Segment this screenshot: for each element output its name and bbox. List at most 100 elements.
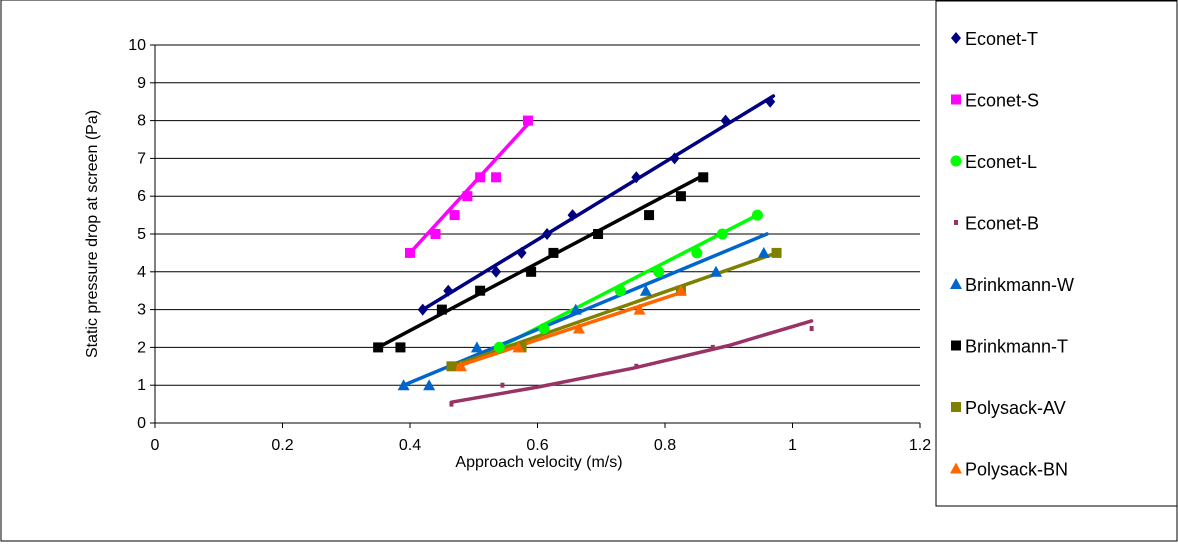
x-tick-label: 1.2 — [909, 437, 931, 454]
point-brinkmann-w — [757, 246, 770, 258]
point-brinkmann-w — [470, 341, 483, 353]
point-brinkmann-t — [436, 304, 447, 315]
y-tick-label: 6 — [137, 188, 146, 205]
point-brinkmann-t — [593, 229, 604, 239]
legend-marker-brinkmann-t — [951, 340, 961, 351]
point-brinkmann-t — [548, 247, 559, 258]
y-tick-label: 2 — [137, 339, 146, 356]
point-brinkmann-t — [373, 342, 384, 353]
point-brinkmann-w — [710, 265, 722, 277]
point-econet-l — [653, 266, 665, 278]
point-econet-s — [475, 172, 486, 183]
point-econet-b — [710, 344, 715, 350]
point-econet-l — [538, 323, 550, 334]
point-econet-l — [751, 209, 763, 221]
point-econet-l — [493, 341, 505, 353]
y-tick-label: 4 — [137, 264, 146, 281]
point-econet-s — [522, 115, 533, 126]
legend-label-brinkmann-w: Brinkmann-W — [965, 275, 1074, 295]
point-econet-s — [449, 210, 460, 221]
trendline-econet-b — [449, 319, 814, 404]
legend-marker-econet-t — [951, 32, 961, 44]
data-points — [373, 95, 814, 407]
x-tick-label: 0.2 — [271, 437, 293, 454]
point-econet-t — [417, 303, 428, 316]
legend-label-econet-b: Econet-B — [965, 214, 1039, 234]
y-tick-label: 7 — [137, 150, 146, 167]
y-tick-label: 5 — [137, 226, 146, 243]
point-polysack-av — [446, 361, 457, 372]
axes — [150, 44, 921, 428]
point-econet-t — [631, 171, 642, 184]
legend-label-econet-t: Econet-T — [965, 29, 1038, 49]
legend-label-brinkmann-t: Brinkmann-T — [965, 337, 1068, 357]
point-brinkmann-t — [395, 342, 406, 353]
y-tick-label: 8 — [137, 113, 146, 130]
point-polysack-bn — [455, 360, 467, 372]
legend-marker-econet-b — [954, 220, 958, 225]
point-econet-t — [567, 209, 578, 222]
gridlines — [155, 44, 920, 386]
y-tick-label: 9 — [137, 75, 146, 92]
point-brinkmann-t — [526, 266, 537, 277]
point-brinkmann-t — [644, 210, 655, 221]
trendline-brinkmann-t — [376, 173, 706, 350]
point-brinkmann-w — [423, 379, 436, 391]
point-econet-l — [691, 247, 703, 259]
point-econet-t — [669, 152, 680, 165]
point-econet-t — [491, 265, 502, 278]
point-econet-t — [765, 95, 776, 108]
legend-label-polysack-av: Polysack-AV — [965, 398, 1066, 418]
legend-marker-econet-s — [951, 94, 961, 105]
point-brinkmann-t — [698, 172, 709, 183]
point-econet-l — [614, 285, 626, 297]
y-tick-label: 3 — [137, 302, 146, 319]
x-tick-label: 0.8 — [654, 437, 676, 454]
x-tick-labels: 0 0.2 0.4 0.6 0.8 1 1.2 — [151, 437, 932, 454]
y-tick-label: 10 — [128, 37, 146, 54]
y-tick-labels: 0 1 2 3 4 5 6 7 8 9 10 — [128, 37, 146, 432]
x-tick-label: 0.4 — [399, 437, 421, 454]
point-polysack-bn — [674, 284, 687, 296]
trendline-econet-s — [408, 118, 533, 255]
point-brinkmann-w — [397, 379, 410, 391]
y-tick-label: 0 — [137, 415, 146, 432]
point-econet-t — [542, 228, 553, 240]
point-brinkmann-t — [475, 285, 486, 296]
x-tick-label: 0.6 — [526, 437, 548, 454]
legend-marker-polysack-av — [951, 402, 961, 412]
point-brinkmann-w — [569, 303, 582, 315]
point-econet-s — [491, 172, 502, 183]
point-econet-s — [462, 191, 473, 202]
legend-label-econet-s: Econet-S — [965, 91, 1039, 111]
legend-box — [935, 0, 1178, 507]
point-polysack-bn — [633, 303, 646, 315]
point-econet-s — [405, 247, 415, 258]
trendline-polysack-av — [449, 251, 779, 369]
x-tick-label: 0 — [151, 437, 160, 454]
trendline-econet-t — [421, 94, 776, 312]
point-econet-b — [449, 401, 454, 407]
point-polysack-av — [771, 247, 782, 258]
legend-marker-polysack-bn — [950, 462, 962, 474]
point-econet-l — [716, 228, 728, 240]
y-tick-label: 1 — [137, 377, 146, 394]
point-econet-b — [500, 382, 505, 388]
point-econet-b — [634, 363, 639, 369]
point-econet-t — [516, 246, 527, 259]
x-axis-label: Approach velocity (m/s) — [455, 454, 622, 471]
x-tick-label: 1 — [788, 437, 797, 454]
point-econet-b — [809, 326, 814, 331]
trendline-polysack-bn — [449, 290, 683, 370]
legend: Econet-T Econet-S Econet-L Econet-B Brinkman… — [935, 0, 1178, 507]
legend-marker-brinkmann-w — [950, 278, 962, 289]
y-axis-label: Static pressure drop at screen (Pa) — [84, 110, 101, 358]
point-brinkmann-t — [675, 191, 686, 202]
legend-marker-econet-l — [950, 155, 962, 167]
trendlines — [376, 94, 814, 404]
point-econet-t — [720, 114, 731, 127]
legend-label-polysack-bn: Polysack-BN — [965, 460, 1068, 480]
point-brinkmann-w — [639, 284, 652, 296]
